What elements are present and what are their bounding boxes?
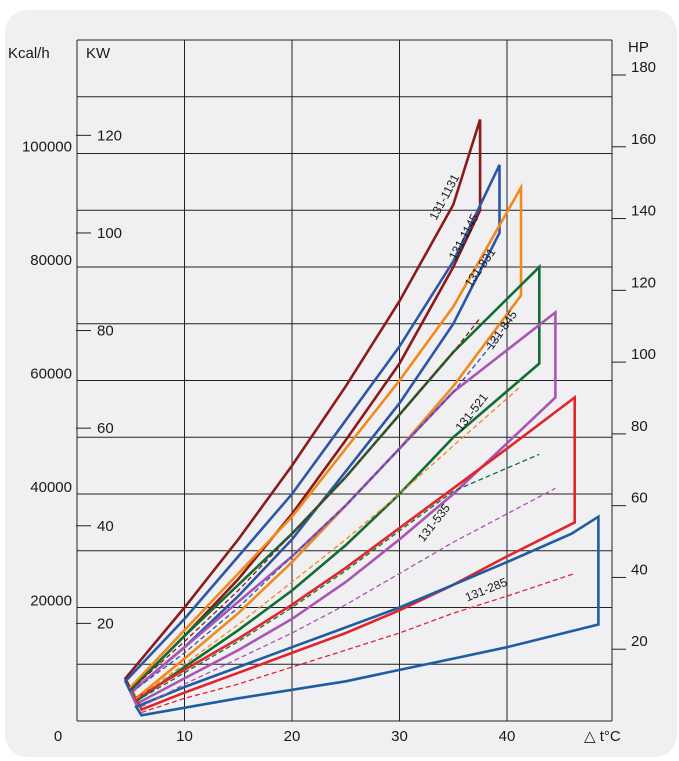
x-axis-label: △ t°C — [584, 728, 621, 745]
axis-ticks: 0 10 20 30 40 20000 40000 60000 80000 100000 20 40 6… — [22, 59, 656, 745]
series-label: 131-1145 — [446, 211, 482, 262]
series-group: 131-1131131-1145131-831131-845131-521131… — [123, 119, 600, 717]
hp-tick-label: 80 — [631, 418, 648, 435]
hp-tick-label: 60 — [631, 490, 648, 507]
kcal-tick-label: 100000 — [22, 139, 72, 156]
hp-tick-label: 140 — [631, 203, 656, 220]
x-tick-label: 0 — [54, 728, 62, 745]
kw-tick-label: 100 — [97, 225, 122, 242]
kcal-tick-label: 60000 — [30, 366, 72, 383]
series-label: 131-521 — [453, 390, 491, 434]
series-envelope-131-285 — [134, 514, 600, 717]
series-envelope-131-1145 — [123, 164, 501, 695]
right-axis-label: HP — [628, 39, 649, 56]
series-dashed-line — [130, 317, 481, 691]
x-tick-label: 30 — [391, 728, 408, 745]
kcal-tick-label: 80000 — [30, 252, 72, 269]
series-envelope-131-521 — [129, 309, 557, 706]
series-label: 131-285 — [463, 575, 509, 605]
series-dashed-line — [141, 572, 575, 714]
series-dashed-line — [135, 385, 522, 699]
hp-tick-label: 180 — [631, 59, 656, 76]
series-envelope-131-535 — [134, 394, 576, 712]
kw-tick-label: 80 — [97, 323, 114, 340]
series-envelope-131-831 — [129, 182, 523, 701]
x-tick-label: 20 — [284, 728, 301, 745]
hp-tick-label: 20 — [631, 633, 648, 650]
left-axis-label: Kcal/h — [8, 45, 50, 62]
x-tick-label: 10 — [176, 728, 193, 745]
kw-tick-label: 60 — [97, 420, 114, 437]
series-dashed-line — [141, 487, 556, 708]
series-envelope-131-845 — [129, 263, 541, 704]
kw-axis-label: KW — [86, 45, 111, 62]
kw-tick-label: 40 — [97, 518, 114, 535]
kcal-tick-label: 40000 — [30, 479, 72, 496]
kw-tick-label: 120 — [97, 127, 122, 144]
hp-tick-label: 120 — [631, 274, 656, 291]
hp-tick-label: 160 — [631, 131, 656, 148]
kcal-tick-label: 20000 — [30, 593, 72, 610]
series-dashed-line — [130, 334, 501, 694]
series-dashed-line — [135, 453, 540, 702]
hp-tick-label: 100 — [631, 346, 656, 363]
x-tick-label: 40 — [499, 728, 516, 745]
hp-tick-label: 40 — [631, 561, 648, 578]
axis-labels: Kcal/h KW HP △ t°C — [8, 39, 649, 745]
kw-tick-label: 20 — [97, 615, 114, 632]
series-envelope-131-1131 — [123, 119, 482, 693]
grid — [76, 39, 613, 722]
